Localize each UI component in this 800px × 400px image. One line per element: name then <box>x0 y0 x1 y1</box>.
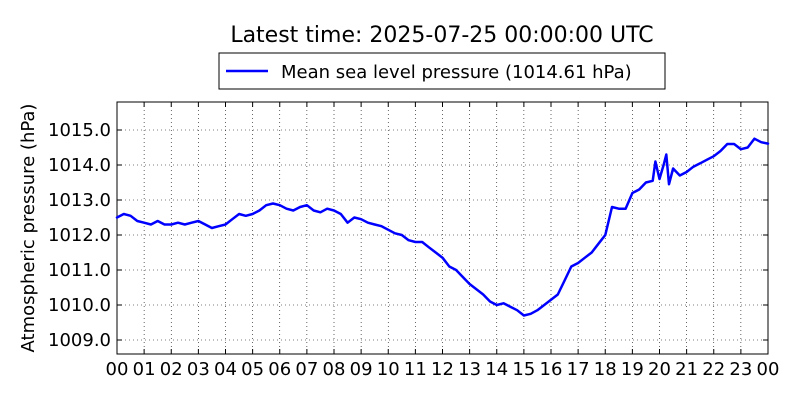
x-tick-label: 00 <box>757 359 780 380</box>
y-tick-label: 1014.0 <box>48 155 111 176</box>
x-tick-label: 14 <box>485 359 508 380</box>
x-tick-label: 21 <box>675 359 698 380</box>
x-tick-label: 10 <box>377 359 400 380</box>
y-axis-label: Atmospheric pressure (hPa) <box>18 104 39 353</box>
x-axis-tick-labels: 00 01 02 03 04 05 06 07 08 09 10 11 12 13 14 15 16 17 18 19… <box>106 359 780 380</box>
y-tick-label: 1011.0 <box>48 260 111 281</box>
y-tick-label: 1013.0 <box>48 190 111 211</box>
x-tick-label: 22 <box>702 359 725 380</box>
x-tick-label: 08 <box>323 359 346 380</box>
chart-title: Latest time: 2025-07-25 00:00:00 UTC <box>230 23 653 48</box>
x-tick-label: 13 <box>458 359 481 380</box>
x-tick-label: 03 <box>187 359 210 380</box>
x-tick-label: 12 <box>431 359 454 380</box>
x-tick-label: 11 <box>404 359 427 380</box>
legend: Mean sea level pressure (1014.61 hPa) <box>218 52 666 90</box>
x-tick-label: 09 <box>350 359 373 380</box>
x-tick-label: 01 <box>133 359 156 380</box>
pressure-series-line <box>115 137 770 317</box>
legend-label: Mean sea level pressure (1014.61 hPa) <box>281 62 632 83</box>
x-tick-label: 00 <box>106 359 129 380</box>
x-tick-label: 23 <box>729 359 752 380</box>
y-tick-label: 1012.0 <box>48 225 111 246</box>
y-tick-label: 1015.0 <box>48 120 111 141</box>
legend-box <box>218 52 666 90</box>
x-tick-label: 06 <box>268 359 291 380</box>
x-tick-label: 07 <box>295 359 318 380</box>
x-tick-label: 19 <box>621 359 644 380</box>
x-tick-label: 02 <box>160 359 183 380</box>
axis-ticks <box>116 102 769 354</box>
x-tick-label: 17 <box>567 359 590 380</box>
y-tick-label: 1010.0 <box>48 295 111 316</box>
x-tick-label: 04 <box>214 359 237 380</box>
x-tick-label: 18 <box>594 359 617 380</box>
x-tick-label: 20 <box>648 359 671 380</box>
gridlines <box>117 102 768 354</box>
x-tick-label: 16 <box>540 359 563 380</box>
y-tick-label: 1009.0 <box>48 330 111 351</box>
x-tick-label: 05 <box>241 359 264 380</box>
x-tick-label: 15 <box>512 359 535 380</box>
y-axis-tick-labels: 1009.0 1010.0 1011.0 1012.0 1013.0 1014.0 1015… <box>48 120 111 351</box>
